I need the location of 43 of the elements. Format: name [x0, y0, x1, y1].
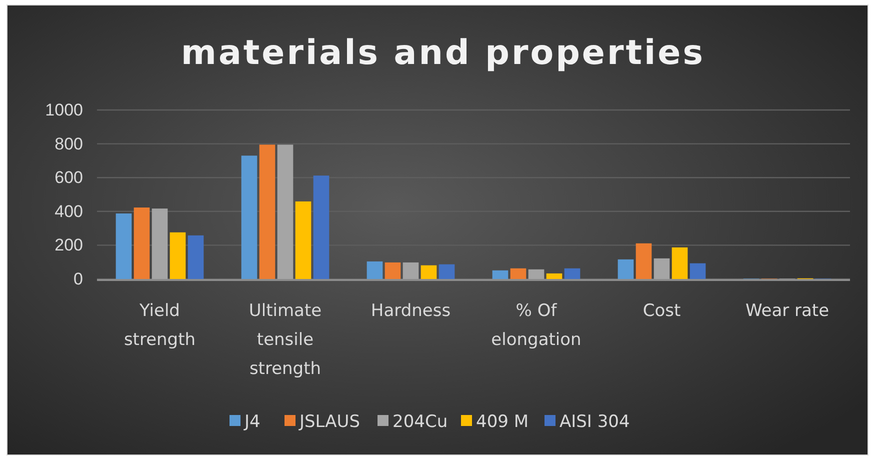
legend-label: J4 — [244, 412, 260, 432]
y-tick-label: 0 — [74, 269, 83, 288]
bar — [420, 265, 437, 279]
legend-label: 409 M — [476, 412, 529, 432]
bar — [295, 201, 312, 279]
bar — [528, 269, 544, 279]
x-tick-label: % Of elongation — [491, 301, 582, 350]
chart-title: materials and properties — [181, 33, 705, 73]
bar — [366, 261, 383, 279]
bar — [241, 156, 258, 279]
x-tick-label: Hardness — [370, 301, 451, 321]
bar — [259, 144, 276, 279]
x-tick-label: Ultimate tensile strength — [248, 301, 322, 379]
bar — [618, 259, 634, 279]
x-tick-label: Yield strength — [124, 301, 196, 350]
y-tick-label: 800 — [54, 134, 83, 154]
bar — [277, 144, 294, 279]
bar — [690, 263, 706, 279]
legend-label: AISI 304 — [560, 412, 630, 432]
bar — [438, 264, 455, 279]
bar — [152, 208, 168, 279]
x-tick-label: Wear rate — [745, 301, 830, 321]
bar — [654, 258, 670, 279]
bar — [188, 235, 204, 279]
bar — [672, 247, 688, 279]
bar — [564, 268, 580, 279]
y-tick-label: 200 — [54, 236, 83, 255]
bar — [402, 262, 419, 279]
bar — [170, 232, 186, 279]
bar — [313, 176, 330, 279]
bar — [546, 273, 562, 279]
legend-label: JSLAUS — [298, 412, 360, 432]
bar — [384, 262, 401, 279]
legend-label: 204Cu — [392, 412, 448, 432]
bar — [134, 208, 150, 279]
y-tick-label: 1000 — [45, 100, 83, 120]
bar — [116, 213, 132, 279]
y-tick-label: 400 — [54, 202, 83, 221]
x-tick-label: Cost — [642, 301, 681, 321]
bar — [636, 243, 652, 279]
bar — [510, 268, 526, 279]
y-tick-label: 600 — [54, 168, 83, 188]
bar — [492, 270, 508, 279]
